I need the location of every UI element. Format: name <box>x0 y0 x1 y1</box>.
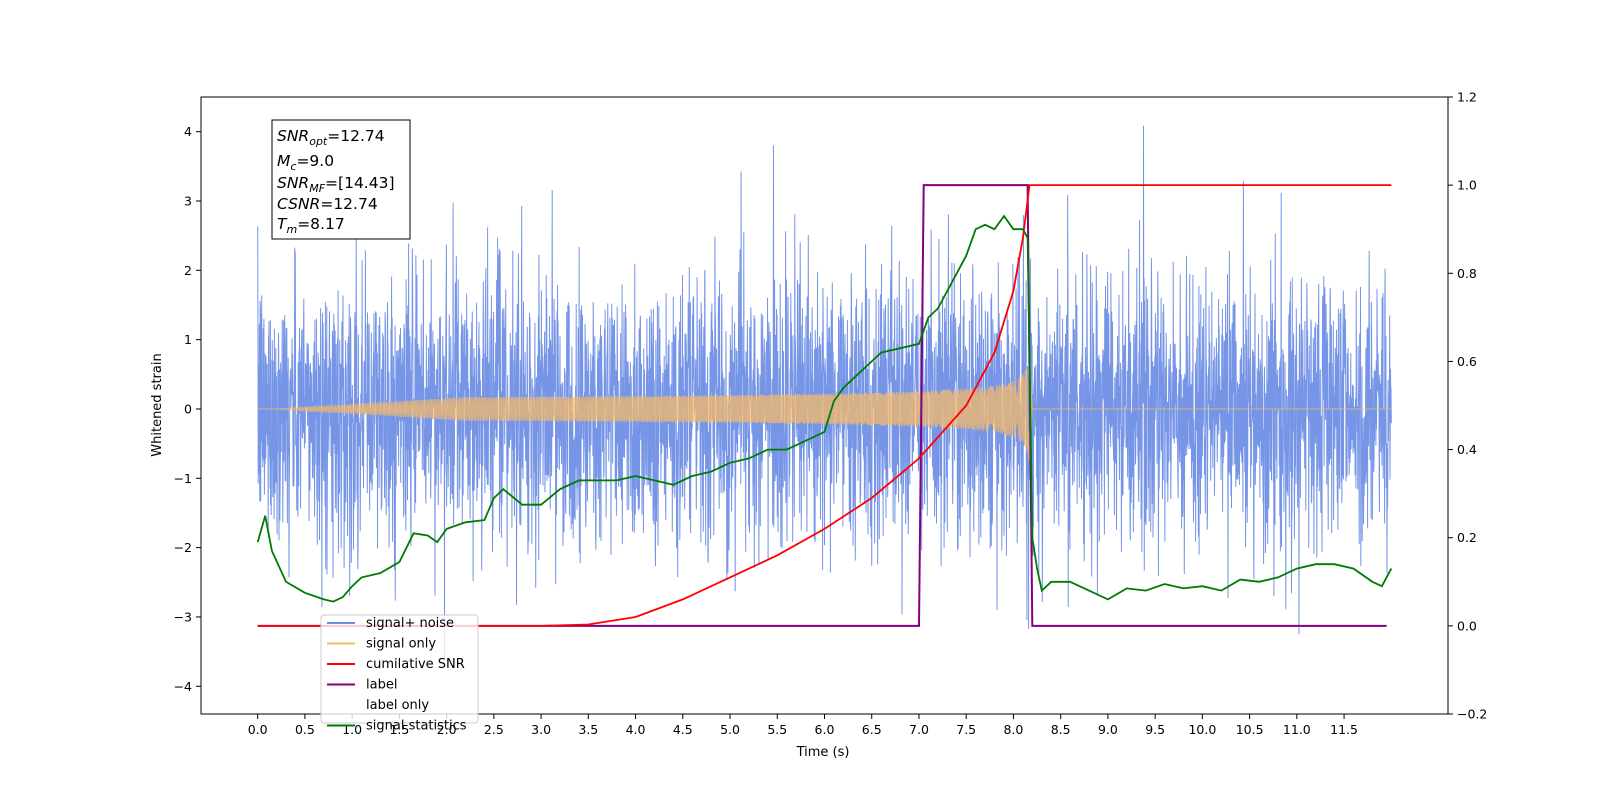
x-tick-label: 4.5 <box>673 722 693 737</box>
x-tick-label: 0.0 <box>248 722 268 737</box>
x-axis-label: Time (s) <box>796 745 850 760</box>
annotation-snr-opt-sub: opt <box>309 135 328 148</box>
annotation-box: SNRopt=12.74 Mc=9.0 SNRMF=[14.43] CSNR=1… <box>271 119 411 240</box>
annotation-csnr: CSNR=12.74 <box>277 195 378 213</box>
y-axis-label: Whitened strain <box>150 353 165 456</box>
annotation-snr-mf: SNRMF=[14.43] <box>277 174 395 195</box>
x-tick-label: 6.0 <box>815 722 835 737</box>
annotation-csnr-main: CSNR <box>277 195 320 213</box>
x-tick-label: 3.0 <box>531 722 551 737</box>
y-tick-label-right: 1.2 <box>1457 90 1477 105</box>
x-tick-label: 8.5 <box>1051 722 1071 737</box>
annotation-mc-sub: c <box>290 160 296 173</box>
annotation-csnr-value: =12.74 <box>320 195 377 213</box>
y-tick-label-left: 1 <box>184 332 192 347</box>
legend-entry: label <box>366 678 397 693</box>
x-tick-label: 10.5 <box>1236 722 1264 737</box>
y-tick-label-right: 0.2 <box>1457 530 1477 545</box>
x-tick-label: 8.0 <box>1003 722 1023 737</box>
x-tick-label: 7.0 <box>909 722 929 737</box>
annotation-snr-mf-value: =[14.43] <box>325 174 394 192</box>
y-tick-label-left: 0 <box>184 401 192 416</box>
annotation-snr-opt-main: SNR <box>277 127 309 145</box>
y-tick-label-left: 2 <box>184 263 192 278</box>
x-tick-label: 1.5 <box>389 722 409 737</box>
y-axis-right: 1.2 1.0 0.8 0.6 0.4 0.2 0.0 −0.2 <box>1448 90 1487 722</box>
annotation-frame <box>271 119 411 240</box>
series-signal-statistics <box>256 214 1393 603</box>
y-tick-label-left: 3 <box>184 193 192 208</box>
x-tick-label: 2.5 <box>484 722 504 737</box>
x-tick-label: 9.5 <box>1145 722 1165 737</box>
x-tick-label: 10.0 <box>1188 722 1216 737</box>
x-tick-label: 5.0 <box>720 722 740 737</box>
annotation-mc-main: M <box>277 152 290 170</box>
annotation-tm-sub: m <box>286 223 297 236</box>
y-axis-left: 4 3 2 1 0 −1 −2 −3 −4 <box>174 124 201 694</box>
series-signal-noise <box>257 125 1392 660</box>
x-tick-label: 1.0 <box>342 722 362 737</box>
y-tick-label-left: −4 <box>174 679 192 694</box>
y-tick-label-right: 0.4 <box>1457 442 1477 457</box>
x-tick-label: 11.0 <box>1283 722 1311 737</box>
annotation-tm-main: T <box>277 215 288 233</box>
x-tick-label: 3.5 <box>578 722 598 737</box>
annotation-mc-value: =9.0 <box>296 152 334 170</box>
x-tick-label: 6.5 <box>862 722 882 737</box>
x-tick-label: 5.5 <box>767 722 787 737</box>
y-tick-label-right: 1.0 <box>1457 178 1477 193</box>
legend-entry: cumilative SNR <box>366 657 465 672</box>
annotation-snr-opt-value: =12.74 <box>327 127 384 145</box>
x-tick-label: 4.0 <box>626 722 646 737</box>
legend-entry: signal+ noise <box>366 616 454 631</box>
x-tick-label: 7.5 <box>956 722 976 737</box>
x-tick-label: 11.5 <box>1330 722 1358 737</box>
legend-entry: signal statistics <box>366 719 467 734</box>
annotation-mc: Mc=9.0 <box>277 152 334 173</box>
legend-entry: label only <box>366 698 429 713</box>
y-tick-label-left: −2 <box>174 540 192 555</box>
annotation-tm: Tm=8.17 <box>277 215 345 236</box>
y-tick-label-right: 0.8 <box>1457 266 1477 281</box>
annotation-snr-opt: SNRopt=12.74 <box>277 127 385 148</box>
series-label <box>257 184 1387 627</box>
annotation-snr-mf-sub: MF <box>309 182 325 195</box>
plot-area <box>256 125 1393 660</box>
y-tick-label-left: 4 <box>184 124 192 139</box>
y-tick-label-left: −3 <box>174 609 192 624</box>
legend: signal+ noise signal only cumilative SNR la… <box>320 614 479 734</box>
x-axis: 0.0 0.5 1.0 1.5 2.0 2.5 3.0 3.5 4.0 4.5 5.0 5.5 6.0 6… <box>248 714 1358 737</box>
series-cumulative-snr <box>257 184 1392 627</box>
annotation-snr-mf-main: SNR <box>277 174 309 192</box>
annotation-tm-value: =8.17 <box>297 215 345 233</box>
y-tick-label-left: −1 <box>174 471 192 486</box>
legend-frame <box>320 614 479 724</box>
y-tick-label-right: 0.0 <box>1457 618 1477 633</box>
y-tick-label-right: 0.6 <box>1457 354 1477 369</box>
series-signal-only <box>257 353 1392 462</box>
x-tick-label: 0.5 <box>295 722 315 737</box>
y-tick-label-right: −0.2 <box>1457 707 1487 722</box>
legend-entry: signal only <box>366 637 436 652</box>
x-tick-label: 2.0 <box>437 722 457 737</box>
x-tick-label: 9.0 <box>1098 722 1118 737</box>
